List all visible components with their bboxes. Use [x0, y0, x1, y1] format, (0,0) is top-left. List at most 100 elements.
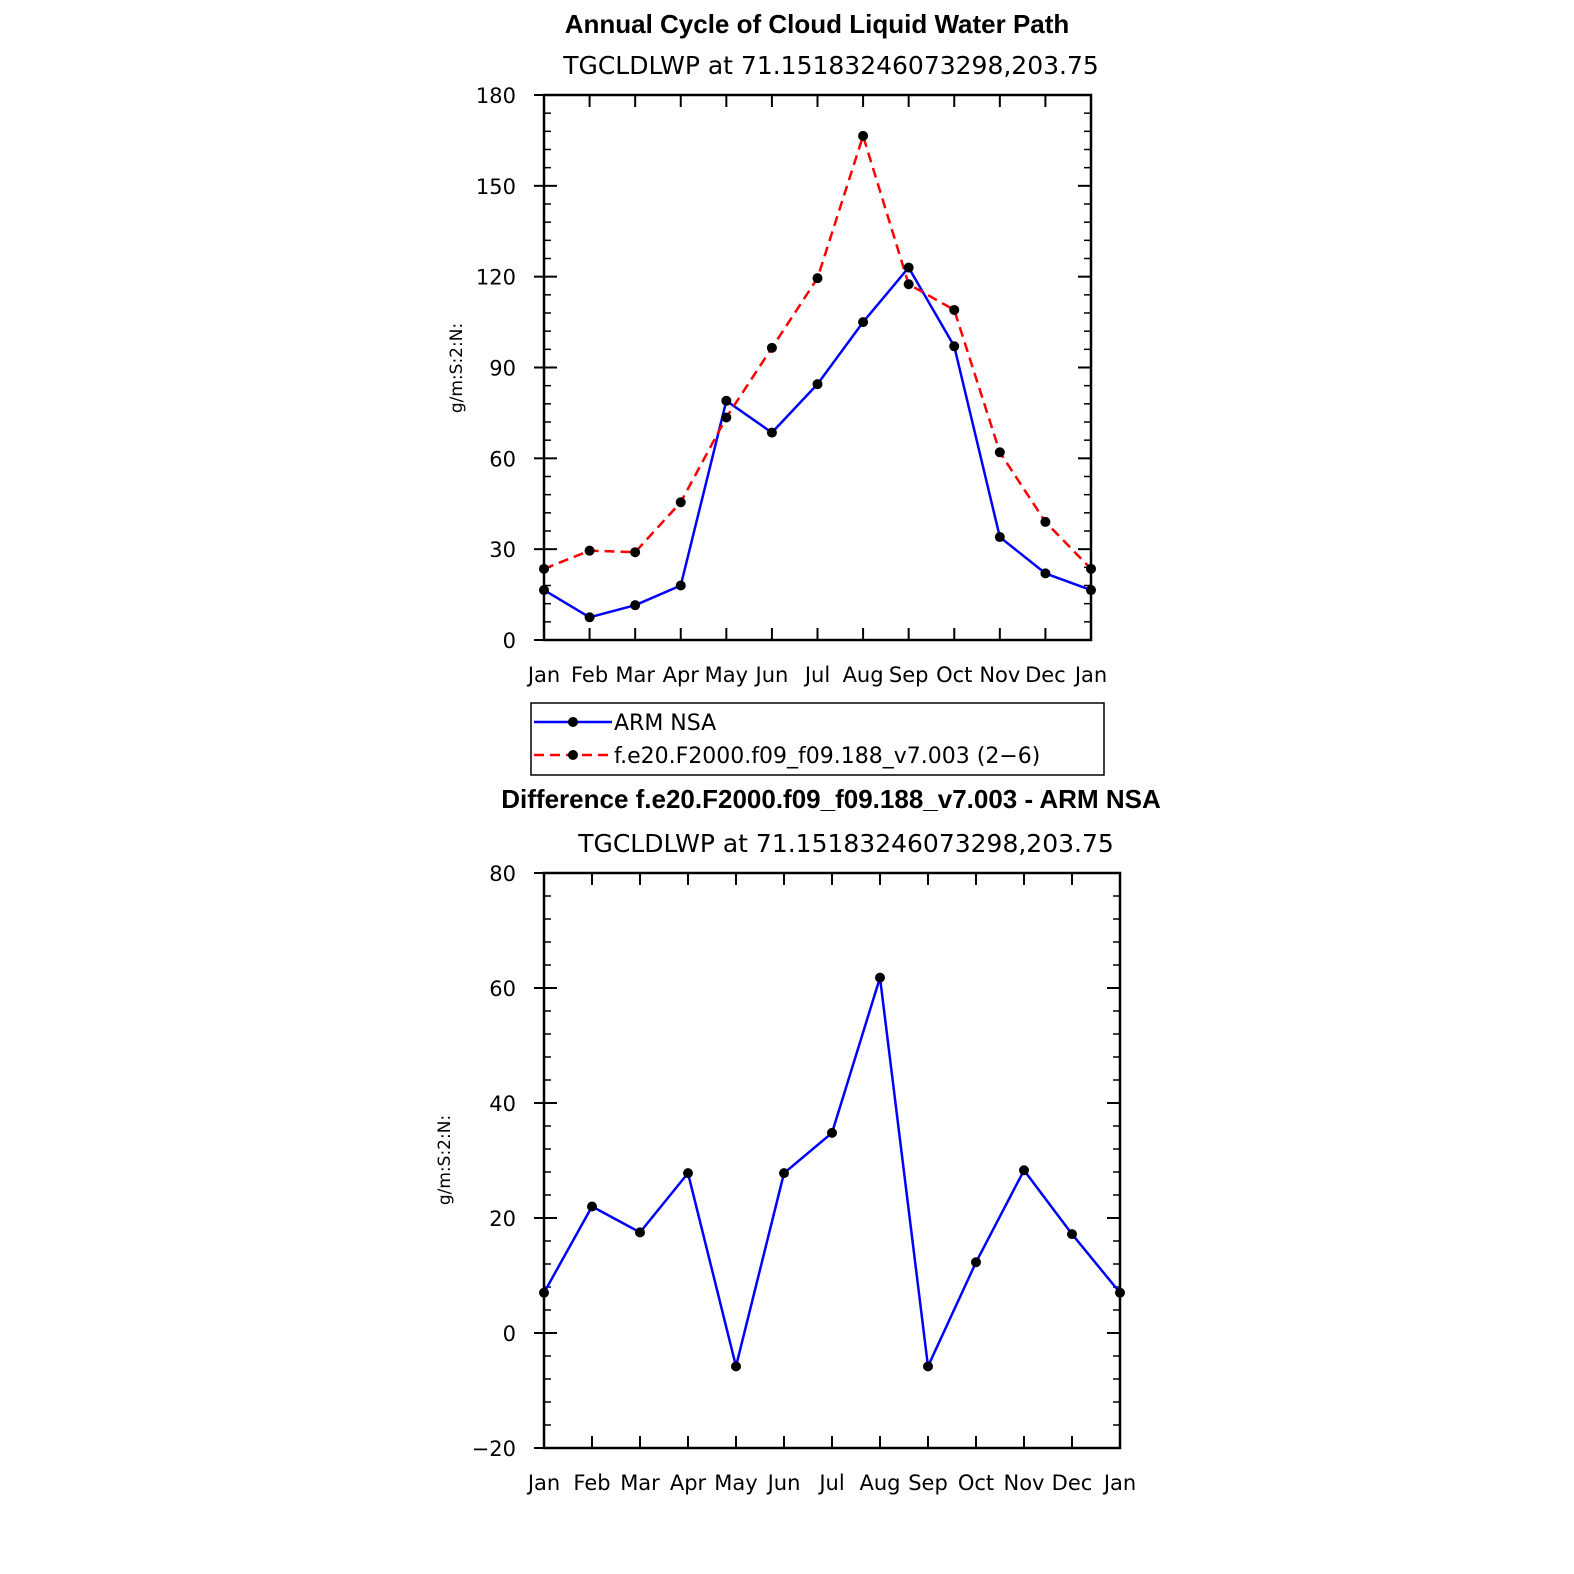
plot-series [539, 130, 1096, 623]
data-point [1040, 568, 1051, 579]
y-tick-label: 20 [489, 1207, 516, 1231]
x-tick-label: Jun [766, 1471, 801, 1495]
x-tick-label: Dec [1025, 663, 1066, 687]
x-tick-label: Mar [615, 663, 655, 687]
data-point [994, 532, 1005, 543]
data-point [721, 412, 732, 423]
data-point [1086, 585, 1096, 596]
x-tick-label: Jun [754, 663, 789, 687]
x-tick-label: Oct [936, 663, 972, 687]
x-tick-label: Dec [1052, 1471, 1093, 1495]
data-point [779, 1168, 789, 1179]
data-point [675, 497, 686, 508]
data-point [858, 130, 869, 141]
x-tick-label: Nov [1004, 1471, 1045, 1495]
data-point [584, 612, 595, 623]
data-point [1115, 1287, 1125, 1298]
data-point [875, 972, 885, 983]
y-tick-label: 40 [489, 1092, 516, 1116]
legend-box [530, 702, 1105, 776]
data-point [949, 341, 960, 352]
plot-border [542, 93, 1093, 642]
y-tick-label: 180 [476, 84, 516, 108]
series-line [543, 266, 1092, 619]
chart-title: Annual Cycle of Cloud Liquid Water Path [565, 9, 1070, 39]
data-point [1067, 1229, 1077, 1240]
y-tick-label: −20 [472, 1437, 516, 1461]
y-tick-label: 80 [489, 862, 516, 886]
data-point [923, 1361, 933, 1372]
x-tick-label: Jan [526, 663, 560, 687]
data-point [903, 262, 914, 273]
y-tick-label: 30 [489, 538, 516, 562]
x-tick-label: Jan [1102, 1471, 1136, 1495]
x-tick-label: Aug [859, 1471, 900, 1495]
y-tick-label: 0 [503, 629, 516, 653]
chart-subtitle: TGCLDLWP at 71.15183246073298,203.75 [577, 829, 1114, 858]
data-point [949, 304, 960, 315]
data-point [587, 1201, 597, 1212]
data-point [675, 580, 686, 591]
data-point [539, 1287, 549, 1298]
y-tick-label: 0 [503, 1322, 516, 1346]
data-point [683, 1168, 693, 1179]
x-tick-label: Jan [1073, 663, 1107, 687]
data-point [630, 547, 641, 558]
data-point [584, 545, 595, 556]
x-tick-label: Jul [817, 1471, 844, 1495]
y-tick-label: 120 [476, 266, 516, 290]
y-axis-label: g/m:S:2:N: [447, 323, 467, 413]
annual-cycle-chart: Annual Cycle of Cloud Liquid Water Path … [447, 9, 1107, 687]
data-point [539, 585, 549, 596]
legend: ARM NSA f.e20.F2000.f09_f09.188_v7.003 (… [530, 702, 1105, 776]
x-tick-label: Apr [670, 1471, 707, 1495]
x-tick-label: Nov [979, 663, 1020, 687]
data-point [1040, 516, 1051, 527]
plot-series [539, 972, 1125, 1372]
x-tick-label: Oct [958, 1471, 994, 1495]
legend-marker-model [568, 750, 578, 760]
y-axis-label: g/m:S:2:N: [435, 1115, 455, 1205]
series-line [542, 976, 1121, 1368]
data-point [971, 1257, 981, 1268]
data-point [827, 1127, 837, 1138]
y-tick-label: 90 [489, 357, 516, 381]
x-tick-label: Sep [889, 663, 929, 687]
data-point [539, 563, 549, 574]
data-point [731, 1361, 741, 1372]
x-tick-label: May [705, 663, 748, 687]
data-point [766, 427, 777, 438]
data-point [812, 273, 823, 284]
plot-border [542, 871, 1122, 1450]
x-tick-label: Jul [803, 663, 830, 687]
x-tick-label: May [714, 1471, 757, 1495]
x-tick-label: Jan [526, 1471, 560, 1495]
legend-marker-arm-nsa [568, 717, 578, 727]
legend-label-model: f.e20.F2000.f09_f09.188_v7.003 (2−6) [614, 744, 1040, 769]
y-tick-label: 60 [489, 977, 516, 1001]
data-point [635, 1227, 645, 1238]
data-point [630, 600, 641, 611]
data-point [903, 279, 914, 290]
x-tick-label: Aug [843, 663, 884, 687]
y-tick-label: 60 [489, 447, 516, 471]
y-tick-label: 150 [476, 175, 516, 199]
data-point [721, 395, 732, 406]
data-point [994, 447, 1005, 458]
data-point [812, 379, 823, 390]
data-point [766, 342, 777, 353]
x-tick-label: Mar [620, 1471, 660, 1495]
x-tick-label: Sep [908, 1471, 948, 1495]
legend-label-arm-nsa: ARM NSA [614, 711, 716, 736]
data-point [1019, 1165, 1029, 1176]
data-point [858, 317, 869, 328]
series-line [543, 134, 1092, 571]
plot-frame: Jan Feb Mar Apr May Jun Jul Aug Sep Oct Nov Dec Jan 0… [476, 84, 1107, 687]
difference-chart: Difference f.e20.F2000.f09_f09.188_v7.00… [435, 784, 1161, 1495]
chart-subtitle: TGCLDLWP at 71.15183246073298,203.75 [562, 51, 1099, 80]
chart-title: Difference f.e20.F2000.f09_f09.188_v7.00… [501, 784, 1161, 814]
data-point [1086, 563, 1096, 574]
plot-frame: Jan Feb Mar Apr May Jun Jul Aug Sep Oct Nov Dec Jan−… [472, 862, 1137, 1495]
x-tick-label: Apr [663, 663, 700, 687]
